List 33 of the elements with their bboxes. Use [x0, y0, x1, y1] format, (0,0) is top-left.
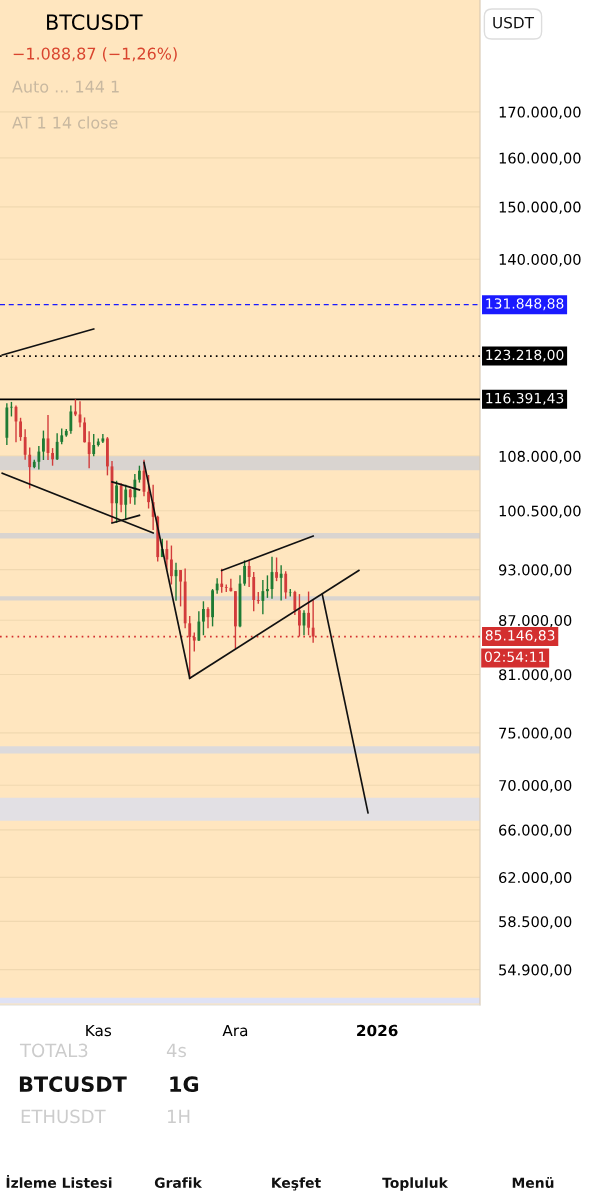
text: İzleme Listesi	[6, 1174, 112, 1189]
text: Topluluk	[382, 1177, 449, 1191]
y-tick-label: 93.000,00	[498, 564, 572, 577]
x-tick-label: 2026	[357, 1024, 398, 1037]
y-tick-label: 100.500,00	[499, 505, 581, 519]
text: Menü	[512, 1177, 554, 1189]
y-tick-label: 140.000,00	[499, 253, 581, 267]
ref-line-label: 85.146,83	[485, 630, 555, 643]
y-tick-label: 81.000,00	[499, 669, 572, 682]
y-tick-label: 54.900,00	[499, 964, 572, 977]
y-tick-label: 108.000,00	[499, 450, 581, 464]
y-tick-label: 62.000,00	[499, 872, 572, 885]
y-tick-label: 150.000,00	[499, 201, 581, 215]
y-tick-label: 160.000,00	[499, 152, 581, 166]
text: 02:54:11	[484, 651, 546, 663]
y-tick-label: 170.000,00	[499, 106, 581, 120]
text: USDT	[493, 16, 535, 29]
ref-line-label: 123.218,00	[486, 349, 564, 362]
ref-line-label: 131.848,88	[486, 298, 564, 311]
x-tick-label: Kas	[86, 1024, 112, 1037]
text: Grafik	[154, 1177, 203, 1189]
text: BTCUSDT	[19, 1076, 127, 1093]
ref-line-label: 116.391,43	[486, 392, 564, 405]
x-tick-label: Ara	[222, 1024, 248, 1037]
y-tick-label: 75.000,00	[499, 727, 572, 741]
y-tick-label: 70.000,00	[499, 779, 572, 793]
y-tick-label: 66.000,00	[499, 824, 572, 838]
y-tick-label: 58.500,00	[499, 916, 572, 929]
text: BTCUSDT	[47, 14, 143, 31]
text: Keşfet	[272, 1177, 321, 1191]
text: 1G	[170, 1076, 199, 1093]
y-tick-label: 87.000,00	[499, 614, 572, 628]
text: −1.088,87 (−1,26%)	[13, 47, 177, 62]
